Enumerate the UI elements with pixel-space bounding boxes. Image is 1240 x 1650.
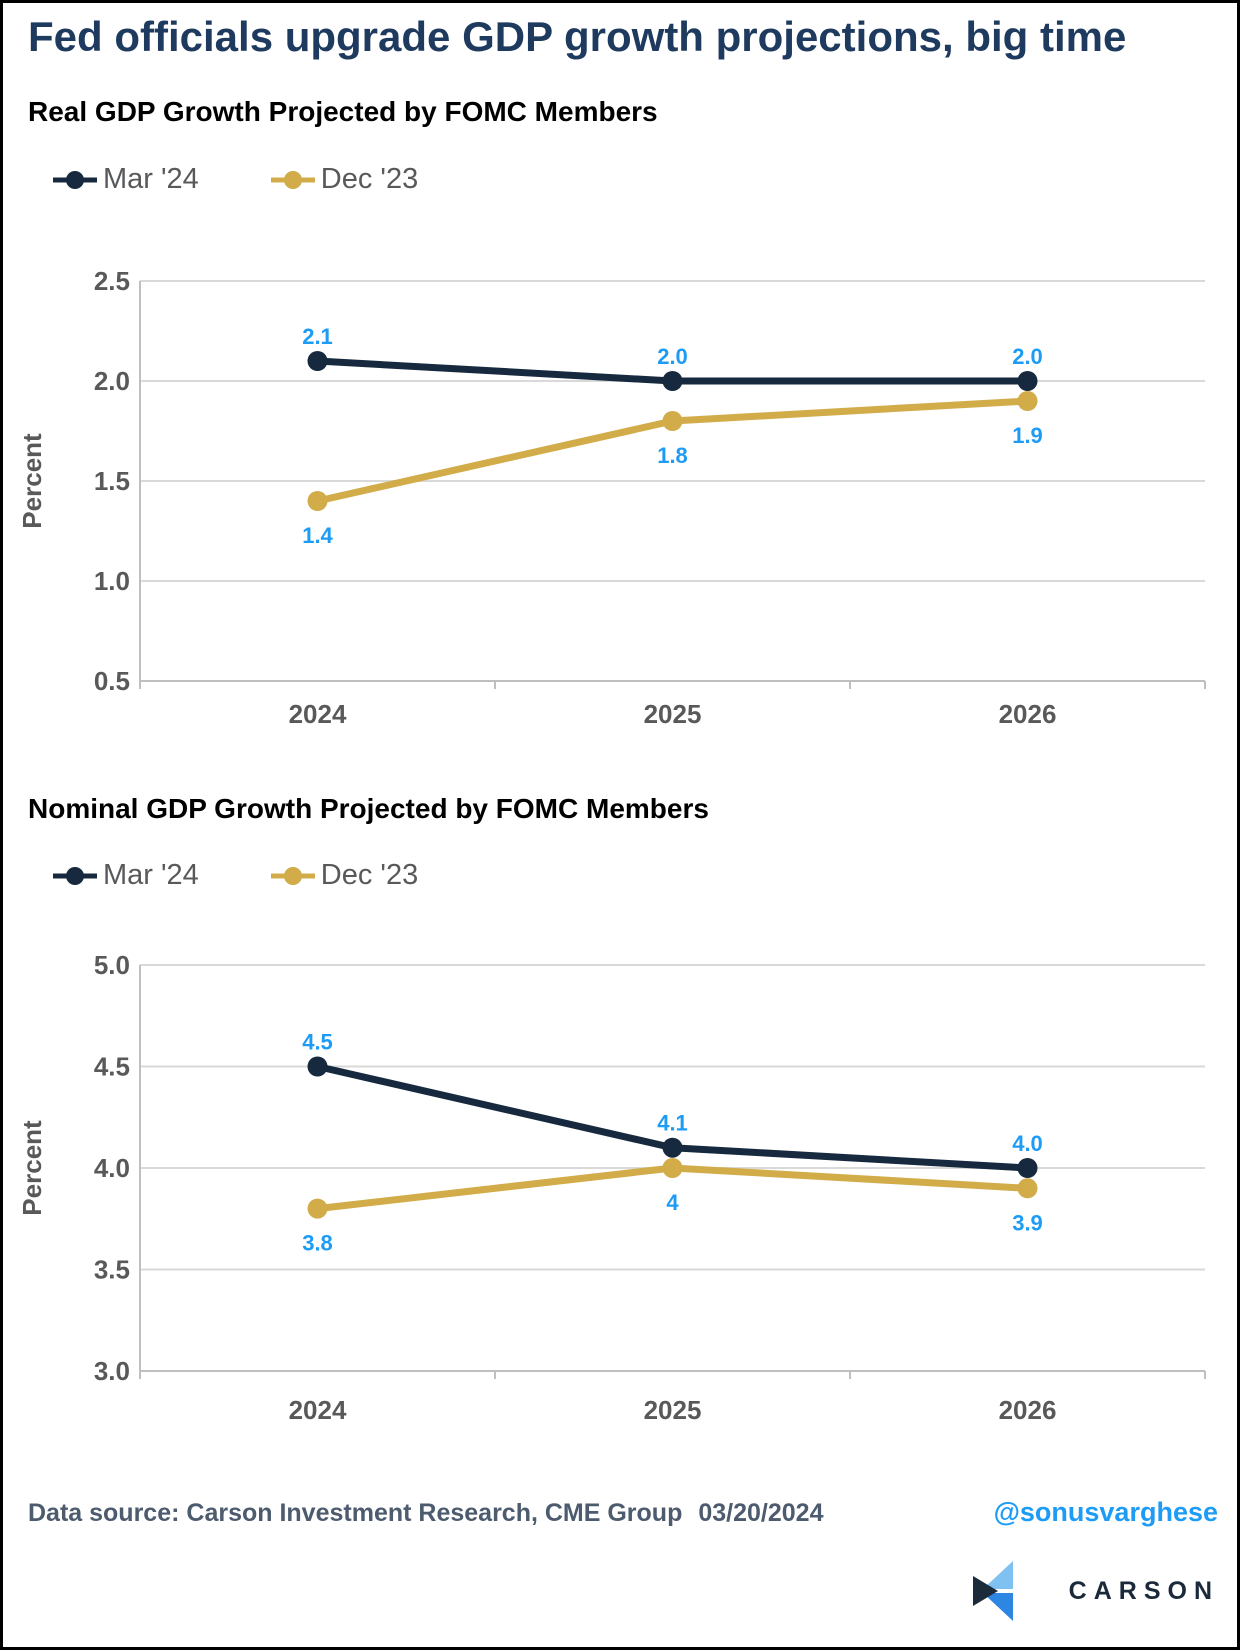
- svg-text:2025: 2025: [644, 699, 702, 729]
- legend-item-dec23: Dec '23: [269, 163, 418, 196]
- legend-label: Mar '24: [103, 163, 199, 195]
- svg-text:4.1: 4.1: [657, 1111, 688, 1136]
- svg-text:3.5: 3.5: [94, 1255, 130, 1285]
- chart1-title: Real GDP Growth Projected by FOMC Member…: [28, 96, 658, 127]
- svg-text:4.5: 4.5: [94, 1052, 130, 1082]
- svg-text:3.0: 3.0: [94, 1356, 130, 1386]
- svg-text:2.0: 2.0: [657, 344, 688, 369]
- svg-text:2.0: 2.0: [94, 366, 130, 396]
- svg-text:Percent: Percent: [17, 433, 47, 529]
- footer: Data source: Carson Investment Research,…: [28, 1497, 1218, 1528]
- svg-text:2024: 2024: [289, 699, 347, 729]
- svg-text:2025: 2025: [644, 1395, 702, 1425]
- real-gdp-line-chart: 0.5 1.0 1.5 2.0 2.5 2024 2025 2026 Percent 2.1 2.0…: [17, 266, 1206, 729]
- svg-text:4.0: 4.0: [1012, 1131, 1043, 1156]
- svg-text:1.4: 1.4: [302, 523, 333, 548]
- svg-text:4.5: 4.5: [302, 1030, 333, 1055]
- svg-text:1.0: 1.0: [94, 566, 130, 596]
- legend-label: Dec '23: [320, 163, 419, 195]
- line-dot-marker-icon: [270, 866, 315, 885]
- svg-text:1.9: 1.9: [1012, 423, 1043, 448]
- svg-text:1.5: 1.5: [94, 466, 130, 496]
- svg-text:2.5: 2.5: [94, 266, 130, 296]
- svg-text:3.8: 3.8: [302, 1231, 333, 1256]
- chart2-title: Nominal GDP Growth Projected by FOMC Mem…: [28, 793, 709, 824]
- nominal-gdp-line-chart: 3.0 3.5 4.0 4.5 5.0 2024 2025 2026 Percent 4.5 4.1…: [17, 950, 1206, 1425]
- svg-text:0.5: 0.5: [94, 666, 130, 696]
- chart2-legend: Mar '24 Dec '23: [51, 859, 418, 892]
- svg-text:2024: 2024: [289, 1395, 347, 1425]
- svg-text:2.1: 2.1: [302, 324, 333, 349]
- line-dot-marker-icon: [53, 170, 97, 189]
- data-source-date: 03/20/2024: [698, 1499, 824, 1527]
- svg-text:1.8: 1.8: [657, 443, 688, 468]
- data-source-label: Data source: Carson Investment Research,…: [28, 1499, 683, 1527]
- svg-text:4.0: 4.0: [94, 1153, 130, 1183]
- legend-item-mar24: Mar '24: [51, 163, 199, 196]
- svg-text:2026: 2026: [999, 699, 1057, 729]
- svg-text:2026: 2026: [999, 1395, 1057, 1425]
- svg-text:Percent: Percent: [17, 1120, 47, 1216]
- social-handle: @sonusvarghese: [993, 1497, 1218, 1527]
- carson-logo-mark-icon: [972, 1561, 1013, 1621]
- svg-text:2.0: 2.0: [1012, 344, 1043, 369]
- page-title: Fed officials upgrade GDP growth project…: [28, 13, 1127, 60]
- svg-text:3.9: 3.9: [1012, 1210, 1043, 1235]
- svg-text:4: 4: [666, 1190, 679, 1215]
- legend-item-dec23: Dec '23: [269, 859, 418, 892]
- line-dot-marker-icon: [53, 866, 97, 885]
- line-dot-marker-icon: [270, 170, 315, 189]
- carson-logo: CARSON: [972, 1559, 1219, 1623]
- legend-label: Mar '24: [103, 859, 199, 891]
- svg-text:5.0: 5.0: [94, 950, 130, 980]
- legend-label: Dec '23: [320, 859, 419, 891]
- data-source-text: Data source: Carson Investment Research,…: [28, 1499, 823, 1528]
- chart1-legend: Mar '24 Dec '23: [51, 163, 418, 196]
- legend-item-mar24: Mar '24: [51, 859, 199, 892]
- carson-logo-text: CARSON: [1068, 1576, 1219, 1605]
